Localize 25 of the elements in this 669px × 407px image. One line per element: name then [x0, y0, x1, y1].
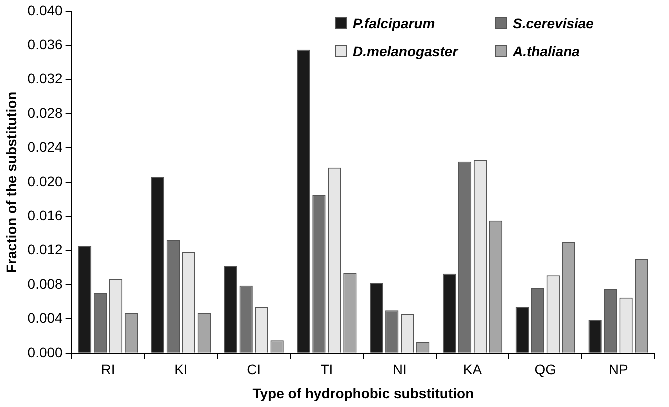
x-tick-label: CI: [247, 362, 262, 378]
x-axis-title: Type of hydrophobic substitution: [252, 385, 474, 402]
y-tick-label: 0.000: [28, 344, 64, 360]
x-tick-label: QG: [534, 362, 557, 378]
y-tick-label: 0.036: [28, 36, 64, 52]
x-tick-label: NP: [608, 362, 628, 378]
y-tick-label: 0.008: [28, 276, 64, 292]
y-tick-label: 0.004: [28, 310, 64, 326]
x-tick-label: RI: [101, 362, 116, 378]
x-tick-label: KA: [463, 362, 483, 378]
y-tick-label: 0.016: [28, 207, 64, 224]
y-tick-label: 0.024: [28, 139, 64, 156]
legend-label: P.falciparum: [353, 15, 436, 32]
legend-label: A.thaliana: [512, 43, 580, 60]
y-tick-label: 0.012: [28, 242, 64, 258]
x-tick-label: NI: [392, 362, 407, 378]
y-tick-label: 0.040: [28, 2, 64, 18]
y-axis-title: Fraction of the substitution: [3, 92, 20, 274]
y-tick-label: 0.032: [28, 70, 64, 87]
legend-label: D.melanogaster: [353, 43, 460, 60]
x-tick-label: TI: [320, 362, 334, 378]
legend-label: S.cerevisiae: [513, 15, 594, 32]
y-tick-label: 0.020: [28, 173, 64, 190]
x-tick-label: KI: [174, 362, 188, 378]
y-tick-label: 0.028: [28, 104, 64, 121]
